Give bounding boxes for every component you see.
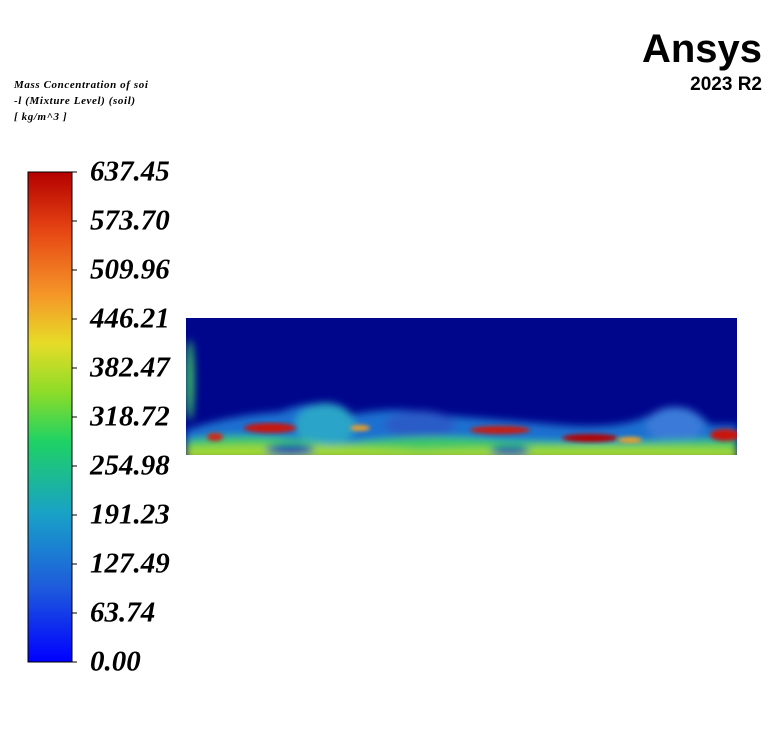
tick-label: 637.45 [90,156,170,188]
legend-title: [ kg/m^3 ] [14,111,67,123]
tick-label: 0.00 [90,646,141,678]
tick-label: 573.70 [90,205,170,237]
tick-label: 191.23 [90,499,170,531]
tick-label: 254.98 [89,450,170,482]
tick-label: 318.72 [89,401,170,433]
tick-label: 127.49 [90,548,170,580]
colorbar-ticks: 637.45 573.70 509.96 446.21 382.47 318.72 254.… [72,156,171,678]
tick-label: 509.96 [90,254,170,286]
tick-label: 446.21 [89,303,170,335]
tick-label: 382.47 [89,352,171,384]
contour-plot [186,318,737,455]
tick-label: 63.74 [90,597,155,629]
logo-version: 2023 R2 [690,74,762,95]
legend-title: -l (Mixture Level) (soil) [14,95,136,107]
colorbar [27,171,73,663]
legend-title: Mass Concentration of soi [13,79,149,91]
logo-name: Ansys [642,27,762,71]
